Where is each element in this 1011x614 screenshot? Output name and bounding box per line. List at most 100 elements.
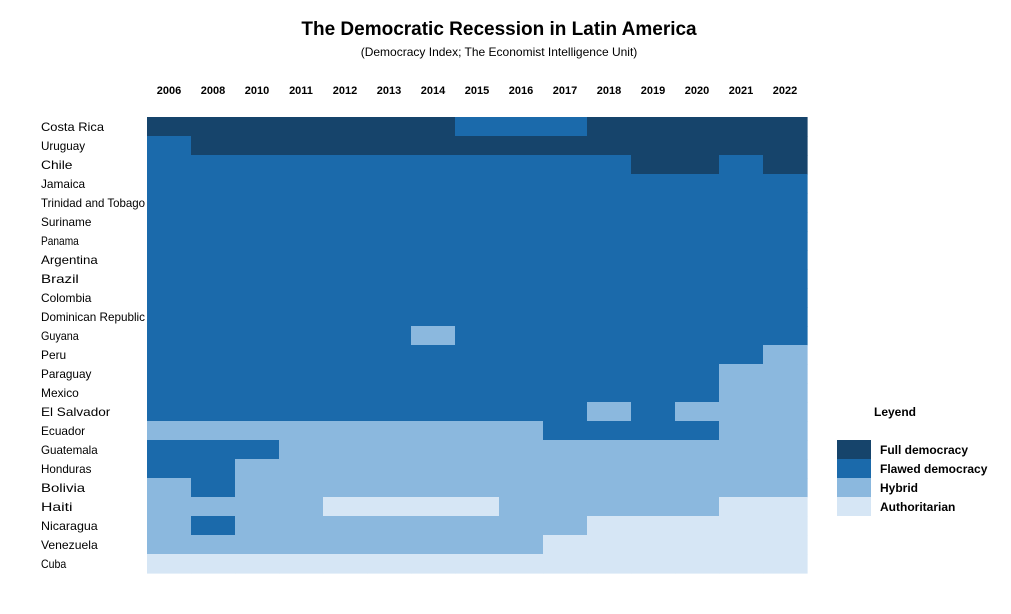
cell-mexico-2016 — [499, 383, 544, 403]
cell-brazil-2018 — [587, 269, 632, 289]
cell-panama-2006 — [147, 231, 192, 251]
cell-peru-2013 — [367, 345, 412, 365]
cell-guyana-2014 — [411, 326, 456, 346]
cell-dominican-republic-2010 — [235, 307, 280, 327]
cell-venezuela-2019 — [631, 535, 676, 555]
cell-chile-2019 — [631, 155, 676, 175]
cell-guatemala-2022 — [763, 440, 808, 460]
cell-jamaica-2015 — [455, 174, 500, 194]
cell-trinidad-and-tobago-2016 — [499, 193, 544, 213]
cell-suriname-2015 — [455, 212, 500, 232]
cell-cuba-2015 — [455, 554, 500, 574]
cell-guyana-2018 — [587, 326, 632, 346]
cell-bolivia-2006 — [147, 478, 192, 498]
country-label-suriname: Suriname — [41, 215, 92, 229]
cell-haiti-2022 — [763, 497, 808, 517]
cell-suriname-2020 — [675, 212, 720, 232]
cell-brazil-2017 — [543, 269, 588, 289]
cell-suriname-2012 — [323, 212, 368, 232]
cell-ecuador-2010 — [235, 421, 280, 441]
cell-brazil-2015 — [455, 269, 500, 289]
cell-venezuela-2018 — [587, 535, 632, 555]
cell-uruguay-2017 — [543, 136, 588, 156]
cell-honduras-2021 — [719, 459, 764, 479]
cell-ecuador-2014 — [411, 421, 456, 441]
cell-chile-2016 — [499, 155, 544, 175]
cell-ecuador-2016 — [499, 421, 544, 441]
cell-mexico-2010 — [235, 383, 280, 403]
cell-el-salvador-2006 — [147, 402, 192, 422]
cell-argentina-2017 — [543, 250, 588, 270]
cell-haiti-2011 — [279, 497, 324, 517]
cell-el-salvador-2021 — [719, 402, 764, 422]
cell-peru-2017 — [543, 345, 588, 365]
cell-chile-2008 — [191, 155, 236, 175]
cell-dominican-republic-2017 — [543, 307, 588, 327]
cell-mexico-2021 — [719, 383, 764, 403]
cell-haiti-2017 — [543, 497, 588, 517]
cell-el-salvador-2020 — [675, 402, 720, 422]
cell-dominican-republic-2006 — [147, 307, 192, 327]
cell-guatemala-2014 — [411, 440, 456, 460]
cell-el-salvador-2019 — [631, 402, 676, 422]
cell-dominican-republic-2013 — [367, 307, 412, 327]
cell-guatemala-2015 — [455, 440, 500, 460]
cell-ecuador-2020 — [675, 421, 720, 441]
cell-colombia-2013 — [367, 288, 412, 308]
cell-nicaragua-2019 — [631, 516, 676, 536]
country-label-costa-rica: Costa Rica — [41, 120, 104, 134]
cell-paraguay-2018 — [587, 364, 632, 384]
legend-label-flawed-democracy: Flawed democracy — [880, 462, 988, 476]
cell-nicaragua-2021 — [719, 516, 764, 536]
cell-bolivia-2019 — [631, 478, 676, 498]
country-label-chile: Chile — [41, 158, 73, 172]
cell-cuba-2010 — [235, 554, 280, 574]
cell-ecuador-2019 — [631, 421, 676, 441]
cell-brazil-2014 — [411, 269, 456, 289]
cell-nicaragua-2010 — [235, 516, 280, 536]
cell-costa-rica-2010 — [235, 117, 280, 137]
cell-colombia-2022 — [763, 288, 808, 308]
cell-paraguay-2010 — [235, 364, 280, 384]
cell-guyana-2011 — [279, 326, 324, 346]
cell-venezuela-2012 — [323, 535, 368, 555]
cell-dominican-republic-2008 — [191, 307, 236, 327]
year-axis-labels: 2006 2008 2010 2011 2012 2013 2014 2015 2016 2017… — [157, 85, 797, 97]
cell-uruguay-2013 — [367, 136, 412, 156]
cell-guatemala-2010 — [235, 440, 280, 460]
cell-el-salvador-2011 — [279, 402, 324, 422]
cell-panama-2016 — [499, 231, 544, 251]
cell-honduras-2010 — [235, 459, 280, 479]
cell-paraguay-2008 — [191, 364, 236, 384]
cell-haiti-2013 — [367, 497, 412, 517]
cell-chile-2012 — [323, 155, 368, 175]
legend-label-hybrid: Hybrid — [880, 481, 918, 495]
cell-mexico-2018 — [587, 383, 632, 403]
year-label-2016: 2016 — [509, 85, 533, 97]
cell-jamaica-2019 — [631, 174, 676, 194]
cell-cuba-2021 — [719, 554, 764, 574]
cell-paraguay-2012 — [323, 364, 368, 384]
cell-dominican-republic-2016 — [499, 307, 544, 327]
country-label-ecuador: Ecuador — [41, 424, 85, 438]
cell-costa-rica-2013 — [367, 117, 412, 137]
cell-brazil-2016 — [499, 269, 544, 289]
cell-argentina-2012 — [323, 250, 368, 270]
cell-uruguay-2006 — [147, 136, 192, 156]
cell-colombia-2020 — [675, 288, 720, 308]
year-label-2021: 2021 — [729, 85, 753, 97]
cell-bolivia-2008 — [191, 478, 236, 498]
cell-venezuela-2011 — [279, 535, 324, 555]
cell-costa-rica-2020 — [675, 117, 720, 137]
cell-costa-rica-2014 — [411, 117, 456, 137]
cell-trinidad-and-tobago-2006 — [147, 193, 192, 213]
cell-panama-2022 — [763, 231, 808, 251]
cell-uruguay-2019 — [631, 136, 676, 156]
cell-guatemala-2016 — [499, 440, 544, 460]
cell-cuba-2019 — [631, 554, 676, 574]
cell-honduras-2011 — [279, 459, 324, 479]
cell-cuba-2022 — [763, 554, 808, 574]
cell-mexico-2012 — [323, 383, 368, 403]
cell-jamaica-2020 — [675, 174, 720, 194]
